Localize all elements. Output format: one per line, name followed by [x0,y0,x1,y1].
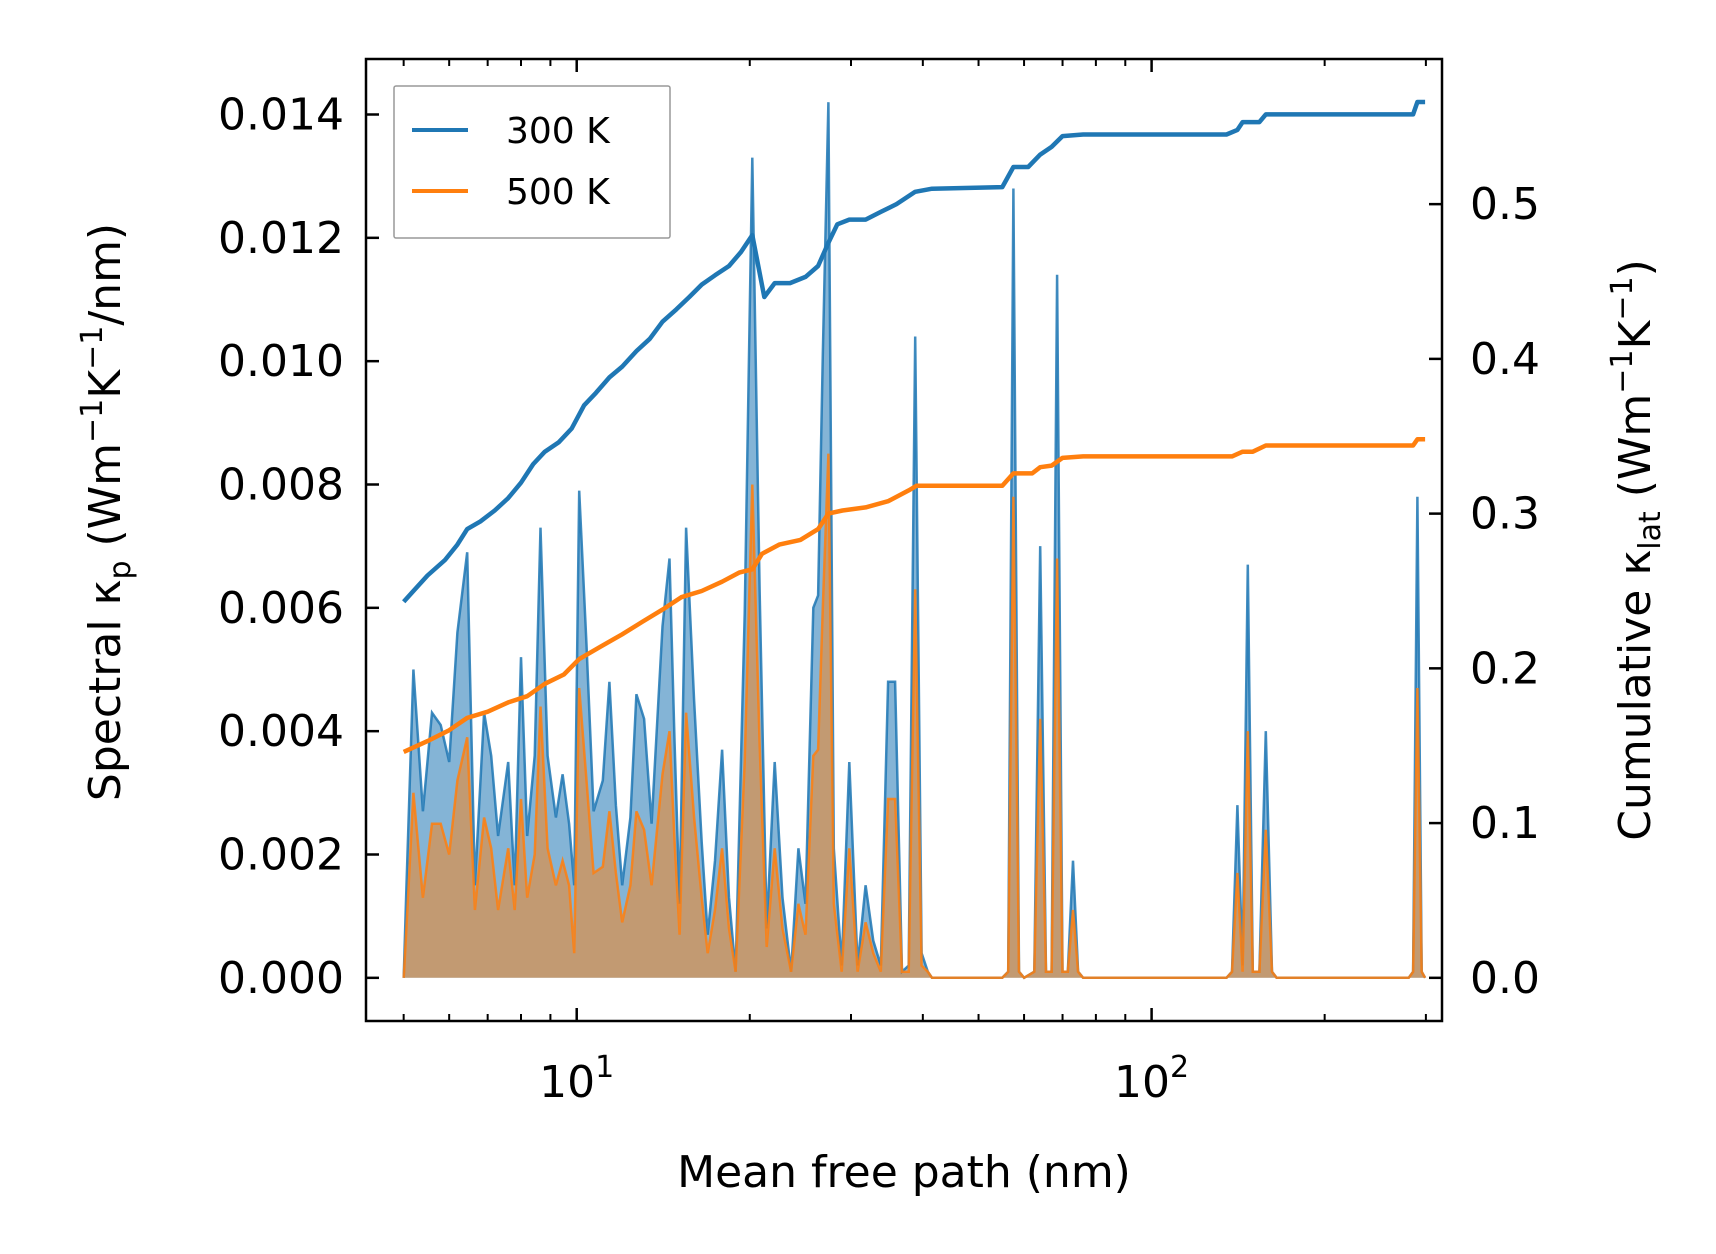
y-right-tick-label: 0.1 [1470,798,1540,849]
y-right-title-mid2: K [1610,319,1661,349]
y-right-axis-title: Cumulative κlat (Wm−1K−1) [1605,259,1668,841]
y-left-tick-label: 0.004 [218,706,344,757]
y-right-title-sub: lat [1633,511,1668,550]
y-right-title-prefix: Cumulative κ [1610,550,1661,841]
y-left-title-sub: p [103,560,138,579]
spectral-area-300k [403,102,1426,978]
spectral-line-300k [402,102,1427,980]
y-right-tick-label: 0.0 [1470,953,1540,1004]
y-left-title-middle: (Wm [80,443,131,561]
series-lines-layer [402,99,1426,754]
legend: 300 K 500 K [393,85,671,239]
spectral-fill-layer [402,102,1427,980]
y-left-tick-label: 0.006 [218,583,344,634]
y-left-title-prefix: Spectral κ [80,580,131,802]
y-right-title-suffix: ) [1610,259,1661,276]
x-axis-title: Mean free path (nm) [677,1147,1131,1198]
y-right-title-middle: (Wm [1610,394,1661,512]
y-left-tick-label: 0.000 [218,953,344,1004]
y-left-title-suffix: /nm) [80,223,131,326]
y-left-title-mid2: K [80,369,131,399]
spectral-line-500k [402,453,1427,980]
y-right-title-sup2: −1 [1605,276,1640,320]
y-left-tick-label: 0.012 [218,213,344,264]
legend-frame [393,85,671,239]
y-right-tick-label: 0.5 [1470,179,1540,230]
legend-label-300k: 300 K [506,111,611,152]
y-right-tick-label: 0.3 [1470,489,1540,540]
legend-label-500k: 500 K [506,172,611,213]
x-tick-label: 102 [1114,1050,1189,1108]
ticks-layer: 0.000 0.002 0.004 0.006 0.008 0.010 0.012 0.014… [218,59,1540,1108]
y-right-tick-label: 0.2 [1470,643,1540,694]
y-left-title-sup1: −1 [75,399,110,443]
y-left-title-sup2: −1 [75,326,110,370]
spectral-area-500k [403,453,1426,978]
cumulative-line-300k [402,99,1426,604]
y-left-tick-label: 0.002 [218,830,344,881]
x-tick-label: 101 [539,1050,614,1108]
y-left-tick-label: 0.010 [218,336,344,387]
plot-frame [364,57,1444,1023]
cumulative-line-500k [402,437,1426,754]
y-left-axis-title: Spectral κp (Wm−1K−1/nm) [75,223,138,801]
y-left-tick-label: 0.014 [218,90,344,141]
y-right-title-sup1: −1 [1605,349,1640,393]
y-left-tick-label: 0.008 [218,460,344,511]
y-right-tick-label: 0.4 [1470,334,1540,385]
